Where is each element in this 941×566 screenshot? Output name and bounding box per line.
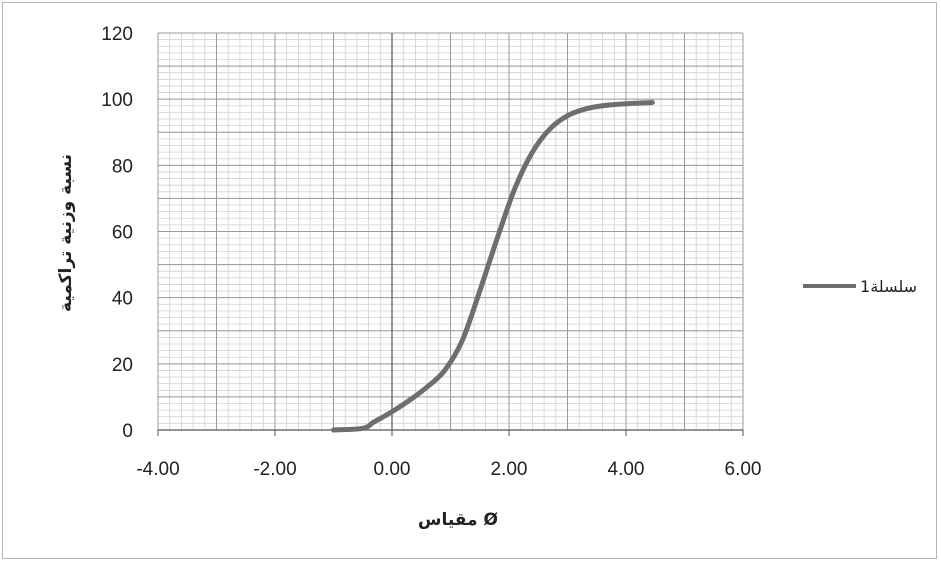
legend-label: سلسلة1 xyxy=(860,277,917,296)
x-tick-label: 6.00 xyxy=(725,459,762,480)
x-tick-label: 2.00 xyxy=(491,459,528,480)
y-axis-title: نسبة وزنية تراكمية xyxy=(56,154,76,312)
x-axis-title: مقياس Ø xyxy=(418,510,498,530)
y-tick-label: 20 xyxy=(112,355,133,376)
series-line xyxy=(331,99,655,433)
chart-frame: -4.00 -2.00 0.00 2.00 4.00 6.00 0 20 40 60 80 100 12… xyxy=(2,2,937,559)
x-tick-label: 0.00 xyxy=(374,459,411,480)
x-tick-label: -2.00 xyxy=(253,459,296,480)
y-tick-label: 0 xyxy=(122,421,133,442)
y-tick-label: 120 xyxy=(101,24,133,45)
chart-svg: -4.00 -2.00 0.00 2.00 4.00 6.00 0 20 40 60 80 100 12… xyxy=(56,24,917,530)
y-tick-label: 60 xyxy=(112,223,133,244)
y-tick-label: 80 xyxy=(112,156,133,177)
x-tick-label: -4.00 xyxy=(136,459,179,480)
y-tick-label: 40 xyxy=(112,289,133,310)
x-tick-label: 4.00 xyxy=(608,459,645,480)
y-tick-label: 100 xyxy=(101,90,133,111)
